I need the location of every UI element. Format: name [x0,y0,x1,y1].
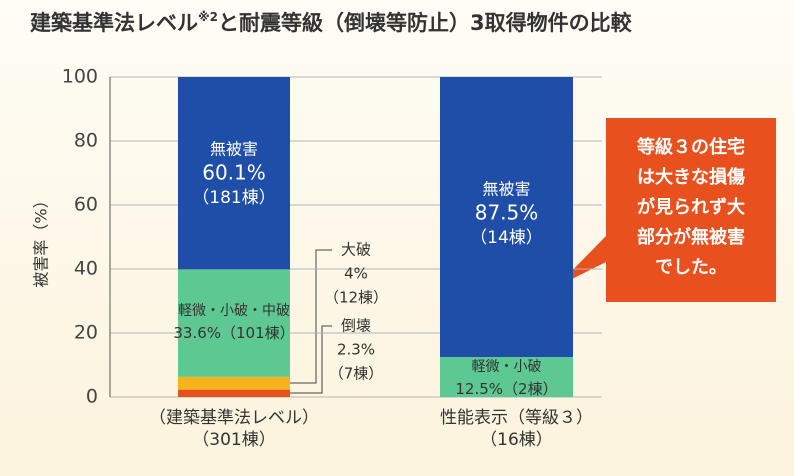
data-label: （7棟） [329,365,384,383]
bar-segment [440,77,573,357]
annotation: でした。 [655,257,727,278]
data-label: （14棟） [470,228,543,248]
y-tick-label: 0 [86,386,98,408]
x-tick-label: （16棟） [480,430,553,450]
data-label: 無被害 [482,180,530,199]
data-label-value: 12.5% [455,380,503,398]
x-tick-label: （建築基準法レベル） [149,408,319,428]
leader-line [290,249,332,384]
y-tick-label: 40 [74,258,98,280]
bar-segment [178,376,290,390]
data-label: 2.3% [337,341,375,359]
x-tick-label: （301棟） [192,430,275,450]
data-label: 87.5% [475,201,539,225]
data-label: 無被害 [210,140,258,159]
bar-segment [178,269,290,377]
data-label: 60.1% [202,161,266,185]
annotation: は大きな損傷 [637,166,745,188]
y-tick-label: 20 [74,322,98,344]
data-label: 12.5%（2棟） [455,380,557,398]
data-label: 倒壊 [341,317,371,335]
callout-box [556,118,776,302]
data-label: 4% [344,265,368,283]
data-label: 軽微・小破 [472,359,542,375]
y-tick-label: 80 [74,130,98,152]
y-axis-label: 被害率（%） [32,192,51,287]
y-tick-label: 100 [62,66,98,88]
leader-line [290,325,332,394]
y-tick-label: 60 [74,194,98,216]
bar-segment [440,357,573,397]
annotation: が見られず大 [637,196,745,218]
x-tick-label: 性能表示（等級３） [440,408,593,428]
data-label: （12棟） [324,289,388,307]
annotation: 等級３の住宅 [637,136,745,158]
data-label: （181棟） [192,188,275,208]
data-label-count: （2棟） [503,380,558,398]
data-label: 大破 [341,241,371,259]
bar-segment [178,389,290,397]
data-label: 軽微・小破・中破 [178,303,290,319]
data-label-count: （101棟） [221,324,295,342]
data-label: 33.6%（101棟） [173,324,294,342]
annotation: 部分が無被害 [637,226,745,248]
data-label-value: 33.6% [173,324,221,342]
bar-segment [178,77,290,270]
chart-title: 建築基準法レベル※2と耐震等級（倒壊等防止）3取得物件の比較 [30,10,633,36]
